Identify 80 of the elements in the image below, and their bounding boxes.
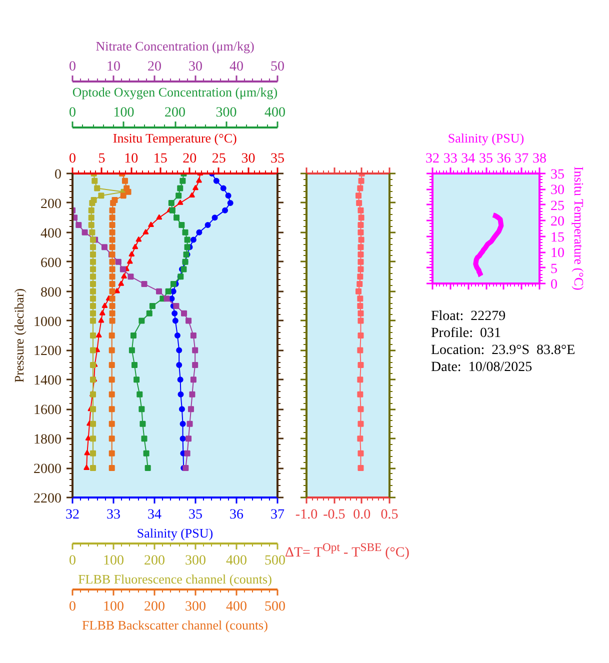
x-tick-label: 36 — [496, 152, 511, 166]
x2-tick-label: 10 — [106, 60, 120, 74]
y-tick-label: 1000 — [34, 314, 62, 330]
y-tick-label: 600 — [40, 256, 62, 271]
y-tick-label: 2200 — [34, 492, 62, 506]
text: Float: 22279 — [431, 309, 506, 324]
x2-tick-label: 10 — [124, 152, 138, 166]
x-tick-label: 32 — [66, 508, 80, 522]
x2-tick-label: 200 — [144, 600, 165, 614]
x2-tick-label: 400 — [226, 600, 247, 614]
x-tick-label: 37 — [514, 152, 529, 166]
y-tick-label: 0 — [54, 168, 62, 182]
x-axis-title: Optode Oxygen Concentration (μm/kg) — [72, 84, 278, 100]
x-tick-label: 34 — [148, 508, 162, 522]
text: Profile: 031 — [431, 326, 501, 341]
x-tick-label: 37 — [270, 508, 284, 522]
x2-tick-label: 20 — [148, 60, 162, 74]
x-axis-title: Salinity (PSU) — [448, 130, 524, 146]
y-tick-label: 5 — [550, 262, 558, 277]
x2-axis-title: FLBB Backscatter channel (counts) — [82, 618, 268, 632]
x-tick-label: 100 — [103, 554, 124, 568]
x-tick-label: 0 — [69, 554, 76, 568]
y-tick-label: 1400 — [34, 374, 62, 389]
x-tick-label: 33 — [443, 152, 458, 166]
y-tick-label: 20 — [550, 214, 564, 230]
x2-tick-label: 100 — [103, 600, 124, 614]
x2-tick-label: 30 — [188, 60, 202, 74]
x-tick-label: 38 — [532, 152, 546, 166]
x-tick-label: 34 — [461, 152, 476, 166]
y-tick-label: 0 — [550, 278, 558, 292]
y-tick-label: 800 — [40, 285, 62, 300]
x2-tick-label: 30 — [241, 152, 256, 166]
x2-tick-label: 0 — [69, 60, 76, 74]
y-tick-label: 1600 — [34, 403, 62, 418]
y-tick-label: 2000 — [34, 462, 62, 478]
x-tick-label: 400 — [226, 554, 247, 568]
text: Location: 23.9°S 83.8°E — [431, 343, 576, 358]
x2-tick-label: 25 — [212, 152, 226, 166]
x-tick-label: 0.5 — [380, 508, 398, 522]
y-tick-label: 30 — [550, 183, 564, 198]
x-tick-label: 35 — [188, 508, 202, 522]
x2-tick-label: 500 — [264, 600, 286, 614]
y-tick-label: 25 — [550, 198, 564, 214]
x-axis-title: FLBB Fluorescence channel (counts) — [78, 572, 272, 586]
x-tick-label: 36 — [230, 508, 244, 522]
x-tick-label: 32 — [426, 152, 440, 166]
x2-tick-label: 50 — [270, 60, 284, 74]
y-tick-label: 15 — [550, 230, 564, 246]
y-tick-label: 400 — [40, 226, 62, 242]
x2-axis-title: Nitrate Concentration (μm/kg) — [96, 38, 254, 54]
y-tick-label: 1200 — [34, 344, 62, 360]
y-tick-label: 1800 — [34, 432, 62, 448]
x-tick-label: 35 — [479, 152, 493, 166]
x-tick-label: 400 — [264, 106, 286, 120]
text: Date: 10/08/2025 — [431, 360, 532, 375]
x-tick-label: 300 — [185, 554, 206, 568]
x-tick-label: 0.0 — [353, 508, 371, 522]
x-tick-label: 33 — [106, 508, 120, 522]
x-axis-title: ΔT= T$^{Opt}$ - T$^{SBE}$ (°C) — [285, 540, 410, 563]
y-tick-label: 10 — [550, 246, 564, 262]
x-tick-label: -0.5 — [323, 508, 346, 522]
x-tick-label: 500 — [264, 554, 286, 568]
x-tick-label: -1.0 — [295, 508, 318, 522]
x2-tick-label: 300 — [185, 600, 206, 614]
y-tick-label: 35 — [550, 168, 564, 182]
y-tick-label: 200 — [40, 196, 62, 212]
x-tick-label: 200 — [164, 106, 186, 120]
x2-axis-title: Insitu Temperature (°C) — [112, 130, 237, 146]
y-axis-title: Insitu Temperature (°C) — [572, 166, 586, 290]
x-tick-label: 200 — [144, 554, 165, 568]
x-tick-label: 300 — [216, 106, 237, 120]
x-axis-title: Salinity (PSU) — [136, 526, 214, 540]
x2-tick-label: 20 — [182, 152, 197, 166]
x2-tick-label: 15 — [153, 152, 168, 166]
x2-tick-label: 5 — [98, 152, 106, 166]
y-axis-title: Pressure (decibar) — [12, 288, 26, 383]
x2-tick-label: 0 — [69, 600, 76, 614]
x-tick-label: 0 — [69, 106, 76, 120]
x-tick-label: 100 — [113, 106, 134, 120]
x2-tick-label: 40 — [230, 60, 244, 74]
